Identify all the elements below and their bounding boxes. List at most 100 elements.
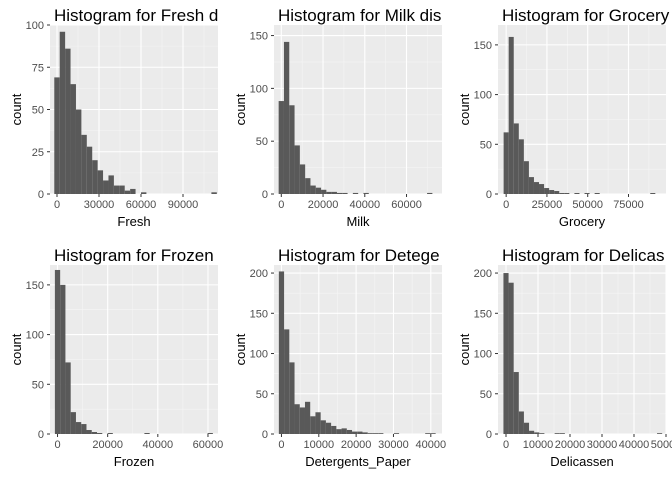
histogram-bar [539, 184, 545, 194]
plot-background [50, 265, 218, 434]
histogram-bar [321, 189, 327, 194]
chart-title: Histogram for Frozen [54, 246, 214, 265]
histogram-bar [352, 192, 359, 194]
histogram-bar [283, 41, 290, 195]
histogram-bar [54, 269, 61, 434]
bars [54, 31, 217, 195]
histogram-bar [554, 433, 560, 434]
histogram-bar [508, 282, 514, 434]
histogram-bar [278, 101, 284, 194]
plot-background [498, 265, 666, 434]
x-tick-label: 20000 [308, 199, 339, 211]
y-tick-label: 200 [474, 268, 492, 280]
histogram-bar [513, 372, 519, 434]
bars [503, 36, 656, 194]
bars [278, 271, 436, 434]
histogram-bar [278, 271, 285, 434]
histogram-panel-delicassen: 0 1000020000300004000050000 0 50 100 150 200 De… [448, 240, 672, 480]
x-tick-label: 50000 [651, 439, 672, 451]
histogram-bar [91, 432, 98, 434]
x-tick-label: 0 [54, 439, 60, 451]
x-tick-label: 50000 [572, 199, 603, 211]
y-tick-label: 0 [262, 429, 268, 441]
histogram-bar [564, 193, 570, 194]
histogram-bar [534, 432, 540, 434]
x-tick-label: 0 [54, 199, 60, 211]
histogram-bar [508, 36, 514, 194]
chart-title: Histogram for Detege [278, 246, 440, 265]
x-tick-label: 60000 [193, 439, 224, 451]
histogram-bar [430, 433, 436, 434]
x-tick-label: 25000 [532, 199, 563, 211]
y-axis-label: count [9, 333, 24, 365]
y-tick-label: 100 [250, 349, 268, 361]
histogram-svg: 0 1000020000300004000050000 0 50 100 150 200 De… [457, 246, 672, 469]
y-tick-label: 50 [480, 389, 492, 401]
y-tick-label: 0 [38, 429, 44, 441]
histogram-bar [325, 422, 332, 434]
x-axis-label: Frozen [114, 454, 154, 469]
chart-title: Histogram for Milk dis [278, 6, 441, 25]
y-axis-label: count [9, 93, 24, 125]
histogram-bar [594, 193, 600, 194]
histogram-bar [559, 193, 565, 194]
histogram-bar [294, 145, 300, 194]
histogram-svg: 0 20000 40000 60000 0 50 100 150 Milk count Histog… [233, 6, 442, 229]
y-tick-label: 150 [250, 31, 268, 43]
histogram-bar [378, 433, 384, 434]
histogram-bar [554, 191, 560, 194]
histogram-bar [352, 431, 358, 434]
histogram-bar [65, 48, 71, 194]
histogram-bar [97, 433, 103, 434]
histogram-bar [97, 170, 104, 194]
x-tick-label: 40000 [143, 439, 174, 451]
histogram-bar [92, 160, 98, 194]
histogram-bar [144, 433, 150, 434]
histogram-bar [331, 425, 337, 434]
histogram-bar [130, 188, 136, 194]
x-tick-label: 30000 [84, 199, 115, 211]
x-tick-label: 0 [503, 439, 509, 451]
histogram-bar [518, 411, 524, 434]
y-tick-label: 150 [250, 308, 268, 320]
y-tick-label: 50 [256, 389, 268, 401]
x-tick-label: 0 [278, 199, 284, 211]
bars [278, 41, 433, 195]
histogram-bar [336, 429, 342, 434]
histogram-bar [584, 193, 590, 194]
histogram-bar [336, 192, 343, 194]
x-tick-label: 0 [503, 199, 509, 211]
histogram-bar [315, 412, 321, 434]
histogram-svg: 0 20000 40000 60000 0 50 100 150 Frozen count Hist… [9, 246, 224, 469]
histogram-bar [108, 175, 114, 194]
histogram-bar [75, 109, 82, 194]
histogram-svg: 0 10000 20000 30000 40000 0 50 100 150 200 Deterge… [233, 246, 447, 469]
x-tick-label: 10000 [523, 439, 554, 451]
histogram-bar [305, 178, 311, 194]
x-tick-label: 40000 [349, 199, 380, 211]
histogram-bar [513, 123, 519, 194]
x-tick-label: 40000 [619, 439, 650, 451]
y-tick-label: 100 [26, 330, 44, 342]
histogram-bar [103, 180, 109, 194]
x-axis-label: Fresh [117, 214, 150, 229]
histogram-bar [320, 420, 326, 434]
histogram-bar [331, 191, 337, 194]
histogram-bar [650, 193, 656, 194]
histogram-bar [503, 132, 509, 194]
bars [54, 269, 213, 434]
y-tick-label: 100 [474, 90, 492, 102]
histogram-bar [346, 429, 353, 434]
histogram-svg: 0 25000 50000 75000 0 50 100 150 Grocery count His… [457, 6, 670, 229]
histogram-bar [211, 192, 217, 194]
histogram-bar [299, 407, 305, 434]
histogram-bar [503, 273, 509, 434]
bars [503, 273, 663, 434]
histogram-bar [342, 192, 348, 194]
x-tick-label: 40000 [416, 439, 447, 451]
x-tick-label: 20000 [341, 439, 372, 451]
histogram-bar [549, 190, 555, 194]
histogram-bar [107, 433, 113, 434]
histogram-bar [544, 188, 550, 194]
